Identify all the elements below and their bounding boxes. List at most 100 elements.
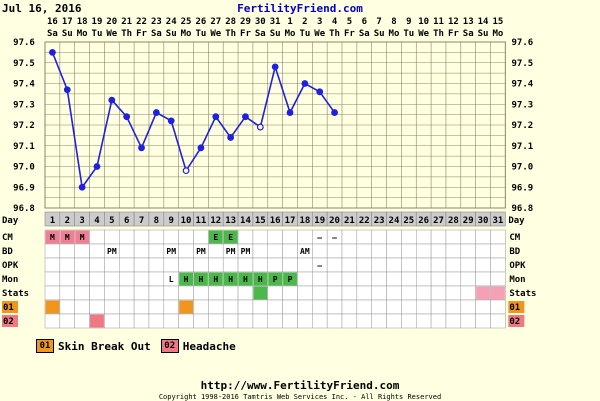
row-cell bbox=[163, 299, 179, 315]
row-cell bbox=[222, 299, 239, 315]
row-cell bbox=[193, 285, 209, 301]
temperature-point bbox=[316, 88, 324, 96]
day-number: 14 bbox=[240, 216, 251, 226]
row-cell bbox=[178, 313, 194, 329]
weekday-label: Th bbox=[225, 29, 236, 39]
row-cell bbox=[341, 299, 358, 315]
row-cell bbox=[460, 271, 476, 287]
row-cell bbox=[59, 243, 75, 259]
footer-url-link[interactable]: http://www.FertilityFriend.com bbox=[200, 379, 400, 392]
row-cell bbox=[222, 257, 239, 273]
row-cell-fill bbox=[179, 272, 193, 286]
row-cell-fill bbox=[476, 286, 490, 300]
row-cell bbox=[386, 299, 402, 315]
day-row-label: Day bbox=[2, 216, 19, 226]
row-cell bbox=[297, 257, 313, 273]
row-cell-text: PM bbox=[241, 247, 251, 256]
row-cell bbox=[148, 257, 165, 273]
row-label-bg-right bbox=[508, 301, 525, 313]
row-cell bbox=[267, 313, 283, 329]
row-cell bbox=[133, 313, 150, 329]
day-number: 3 bbox=[79, 216, 84, 226]
row-cell bbox=[89, 229, 105, 245]
temperature-point bbox=[78, 183, 86, 191]
temperature-point bbox=[167, 117, 175, 125]
row-cell bbox=[104, 257, 120, 273]
row-cell bbox=[74, 271, 90, 287]
row-cell bbox=[475, 299, 491, 315]
row-cell bbox=[282, 243, 298, 259]
day-number: 28 bbox=[448, 216, 459, 226]
row-cell bbox=[193, 299, 209, 315]
row-label-bg-right bbox=[508, 315, 525, 327]
row-cell bbox=[371, 299, 387, 315]
row-cell bbox=[371, 257, 387, 273]
row-cell bbox=[133, 257, 150, 273]
date-label: 18 bbox=[77, 17, 88, 27]
row-cell bbox=[490, 229, 506, 245]
day-number: 13 bbox=[225, 216, 236, 226]
row-cell bbox=[475, 257, 491, 273]
temperature-point bbox=[331, 109, 338, 116]
day-number: 20 bbox=[329, 216, 340, 226]
row-cell bbox=[312, 271, 328, 287]
row-cell bbox=[297, 285, 313, 301]
y-tick-label-right: 97.1 bbox=[512, 142, 534, 152]
temperature-point bbox=[138, 144, 145, 152]
date-label: 30 bbox=[255, 17, 266, 27]
weekday-label: Sa bbox=[463, 29, 474, 39]
row-cell bbox=[401, 285, 417, 301]
date-label: 28 bbox=[225, 17, 236, 27]
day-number: 29 bbox=[463, 216, 474, 226]
row-cell bbox=[133, 243, 150, 259]
row-cell-fill bbox=[223, 272, 238, 286]
row-label-bg bbox=[2, 301, 18, 313]
legend-swatch: 02 bbox=[160, 339, 179, 353]
temperature-point bbox=[256, 123, 264, 131]
day-row-label-right: Day bbox=[508, 216, 525, 226]
legend-label: Skin Break Out bbox=[58, 339, 151, 353]
row-cell bbox=[148, 299, 165, 315]
row-cell bbox=[237, 229, 254, 245]
temperature-point bbox=[182, 167, 190, 175]
date-label: 12 bbox=[448, 17, 459, 27]
row-label: Stats bbox=[2, 289, 29, 299]
row-label-right: Stats bbox=[509, 289, 536, 299]
row-cell bbox=[445, 257, 462, 273]
site-name[interactable]: FertilityFriend.com bbox=[237, 2, 363, 15]
row-cell-text: H bbox=[199, 275, 204, 284]
row-cell-text: E bbox=[213, 233, 218, 242]
day-number: 19 bbox=[314, 216, 325, 226]
row-cell bbox=[416, 299, 432, 315]
day-number: 31 bbox=[493, 216, 504, 226]
date-label: 20 bbox=[106, 17, 117, 27]
day-number: 15 bbox=[255, 216, 266, 226]
row-cell bbox=[89, 285, 105, 301]
row-cell bbox=[416, 229, 432, 245]
day-number: 6 bbox=[124, 216, 129, 226]
temperature-point bbox=[197, 144, 205, 152]
row-cell bbox=[341, 271, 358, 287]
row-cell-fill bbox=[208, 230, 223, 244]
weekday-label: Mo bbox=[77, 29, 88, 39]
row-cell bbox=[297, 229, 313, 245]
row-cell bbox=[193, 229, 209, 245]
row-cell bbox=[341, 313, 358, 329]
row-cell bbox=[89, 299, 105, 315]
temperature-point bbox=[271, 63, 279, 71]
row-cell bbox=[386, 243, 402, 259]
copyright-text: Copyright 1998-2016 Tamtris Web Services… bbox=[158, 393, 442, 401]
row-cell bbox=[371, 243, 387, 259]
row-cell bbox=[326, 285, 343, 301]
row-cell-fill bbox=[45, 230, 60, 244]
date-label: 31 bbox=[270, 17, 281, 27]
row-label-bg bbox=[2, 315, 18, 327]
row-cell bbox=[119, 299, 135, 315]
date-label: 8 bbox=[391, 17, 396, 27]
row-cell bbox=[356, 299, 372, 315]
weekday-label: Su bbox=[478, 29, 489, 39]
row-label: 02 bbox=[3, 317, 14, 327]
weekday-label: Tu bbox=[403, 29, 414, 39]
y-tick-label-right: 97.6 bbox=[512, 38, 534, 48]
weekday-label: We bbox=[210, 29, 221, 39]
